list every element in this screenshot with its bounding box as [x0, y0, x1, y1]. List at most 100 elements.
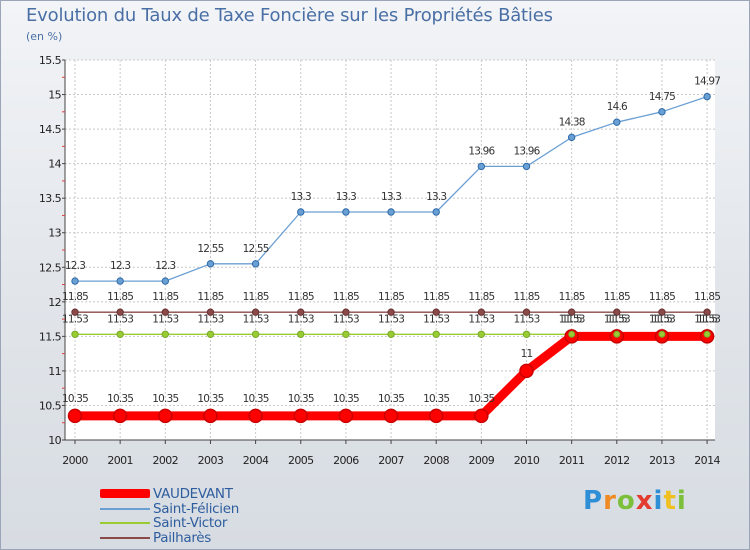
data-label-saint-victor: 11.53: [694, 313, 720, 325]
data-point-saint-felicien: [613, 118, 621, 126]
legend-swatch-saint-felicien: [100, 507, 150, 510]
data-point-saint-victor: [161, 330, 170, 338]
data-point-saint-victor: [251, 330, 260, 338]
x-tick-label: 2008: [423, 454, 449, 467]
data-label-vaudevant: 11.5: [562, 313, 582, 325]
data-point-saint-felicien: [297, 208, 305, 216]
y-tick-label: 11.5: [39, 330, 62, 343]
data-point-saint-felicien: [161, 277, 170, 285]
data-label-saint-victor: 11.53: [197, 313, 223, 325]
data-label-vaudevant: 10.35: [152, 393, 178, 405]
data-point-vaudevant: [519, 363, 534, 379]
data-label-pailhares: 11.85: [107, 291, 133, 303]
data-point-vaudevant: [248, 408, 263, 424]
x-tick-label: 2006: [333, 454, 359, 467]
x-tick-label: 2007: [378, 454, 404, 467]
x-tick-label: 2003: [198, 454, 224, 467]
logo-letter: o: [616, 486, 636, 516]
data-point-pailhares: [297, 308, 305, 316]
data-label-vaudevant: 10.35: [423, 393, 449, 405]
legend-swatch-vaudevant: [100, 489, 150, 498]
x-tick-label: 2010: [514, 454, 540, 467]
logo-letter: r: [603, 486, 617, 516]
x-tick-label: 2001: [107, 454, 133, 467]
data-point-vaudevant: [338, 408, 354, 424]
data-point-saint-felicien: [116, 277, 124, 285]
y-tick-label: 11: [48, 365, 61, 378]
data-label-pailhares: 11.85: [243, 291, 269, 303]
data-label-vaudevant: 10.35: [107, 393, 133, 405]
data-point-pailhares: [206, 308, 215, 316]
x-tick-label: 2002: [152, 454, 178, 467]
data-point-vaudevant: [158, 408, 173, 424]
x-tick-label: 2014: [694, 454, 720, 467]
data-point-saint-victor: [522, 330, 531, 338]
y-tick-label: 14.5: [39, 123, 62, 136]
y-tick-label: 15.5: [39, 54, 62, 67]
chart-series: [67, 92, 715, 424]
data-point-pailhares: [703, 308, 711, 316]
data-label-saint-victor: 11.53: [468, 313, 494, 325]
logo-letter: P: [583, 486, 604, 516]
plot-area: [65, 60, 715, 440]
data-label-pailhares: 11.85: [559, 291, 585, 303]
data-point-pailhares: [567, 308, 576, 316]
x-tick-label: 2012: [604, 454, 630, 467]
data-point-vaudevant: [293, 408, 308, 424]
data-point-saint-felicien: [71, 277, 79, 285]
data-label-pailhares: 11.85: [62, 291, 88, 303]
data-point-saint-victor: [477, 330, 486, 338]
data-point-pailhares: [613, 308, 621, 316]
data-label-saint-victor: 11.53: [649, 313, 675, 325]
data-point-saint-felicien: [522, 162, 531, 171]
data-label-pailhares: 11.85: [288, 291, 314, 303]
data-label-pailhares: 11.85: [423, 291, 449, 303]
logo-letter: x: [635, 486, 654, 516]
y-tick-label: 15: [48, 89, 61, 102]
data-label-pailhares: 11.85: [604, 291, 630, 303]
data-label-saint-victor: 11.53: [333, 313, 359, 325]
data-label-pailhares: 11.85: [649, 291, 675, 303]
data-point-vaudevant: [383, 408, 399, 424]
data-point-vaudevant: [203, 408, 218, 424]
data-label-saint-felicien: 13.3: [291, 191, 311, 203]
x-tick-label: 2000: [62, 454, 88, 467]
x-tick-label: 2004: [243, 454, 269, 467]
data-label-vaudevant: 11.5: [607, 313, 627, 325]
data-label-saint-victor: 11.53: [62, 313, 88, 325]
data-point-saint-felicien: [251, 260, 260, 268]
data-point-saint-victor: [71, 330, 79, 338]
data-label-saint-victor: 11.53: [559, 313, 585, 325]
data-label-saint-felicien: 12.55: [243, 243, 269, 255]
y-tick-label: 13: [48, 227, 61, 240]
data-label-vaudevant: 10.35: [197, 393, 223, 405]
data-label-vaudevant: 10.35: [243, 393, 269, 405]
data-point-saint-victor: [297, 330, 305, 338]
data-label-pailhares: 11.85: [468, 291, 494, 303]
data-label-vaudevant: 10.35: [333, 393, 359, 405]
data-label-vaudevant: 11.5: [652, 313, 672, 325]
data-point-saint-victor: [703, 330, 711, 338]
data-label-pailhares: 11.85: [694, 291, 720, 303]
data-label-vaudevant: 11.5: [697, 313, 717, 325]
data-label-saint-victor: 11.53: [604, 313, 630, 325]
x-tick-label: 2005: [288, 454, 314, 467]
y-tick-label: 12.5: [39, 261, 62, 274]
x-tick-label: 2011: [559, 454, 585, 467]
data-label-saint-felicien: 13.96: [513, 145, 540, 157]
legend-label-saint-felicien: Saint-Félicien: [153, 500, 239, 517]
data-point-pailhares: [71, 308, 79, 316]
data-label-saint-victor: 11.53: [513, 313, 539, 325]
data-label-vaudevant: 11: [521, 348, 533, 360]
data-label-saint-felicien: 13.3: [336, 191, 356, 203]
data-label-pailhares: 11.85: [513, 291, 539, 303]
data-point-pailhares: [342, 308, 350, 316]
data-label-saint-felicien: 12.3: [155, 260, 175, 272]
data-label-vaudevant: 10.35: [288, 393, 314, 405]
y-tick-label: 10: [48, 434, 61, 447]
legend-label-saint-victor: Saint-Victor: [153, 515, 228, 531]
data-point-pailhares: [161, 308, 170, 316]
data-point-pailhares: [658, 308, 666, 316]
chart-axes: 10 10.5 11 11.5 12 12.5 13 13.5 14 14.5 15 15.5 2000…: [39, 54, 721, 467]
data-label-saint-felicien: 14.97: [694, 76, 720, 88]
